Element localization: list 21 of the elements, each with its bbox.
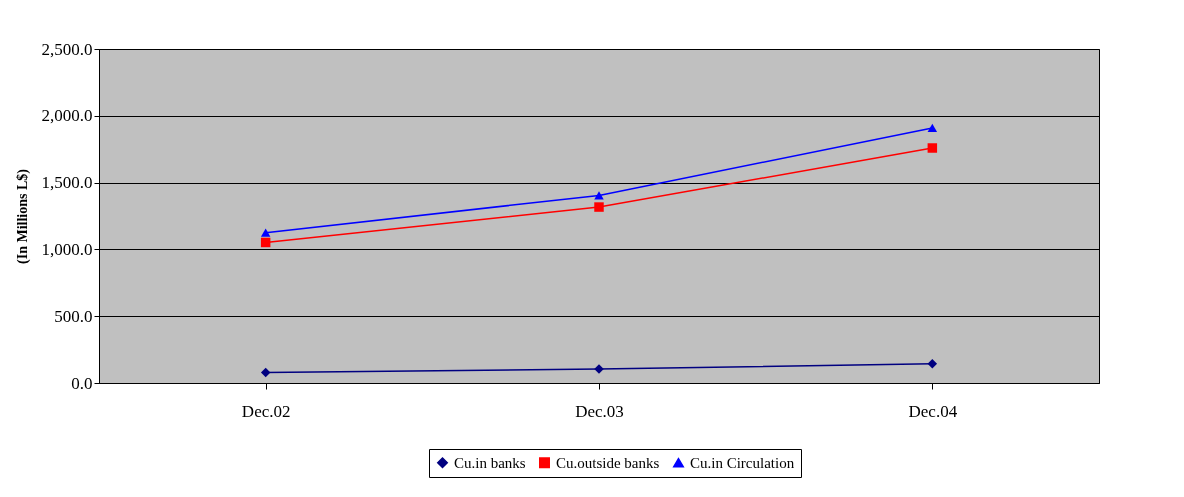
y-tick-label: 500.0: [54, 306, 93, 326]
point: [260, 367, 271, 378]
y-tick-label: 1,500.0: [41, 173, 93, 193]
legend-label: Cu.in banks: [454, 454, 526, 471]
y-tick-label: 2,000.0: [41, 106, 93, 126]
y-axis-title: (In Millions L$): [14, 168, 31, 264]
x-tick-label: Dec.03: [575, 401, 624, 421]
point: [927, 359, 938, 369]
y-tick-label: 2,500.0: [41, 39, 93, 59]
x-tick-label: Dec.02: [241, 401, 291, 421]
point: [260, 228, 271, 237]
y-tick-label: 0.0: [71, 373, 93, 393]
point: [594, 202, 604, 212]
y-tick-label: 1,000.0: [41, 239, 93, 259]
legend-label: Cu.in Circulation: [690, 454, 795, 471]
legend-label: Cu.outside banks: [556, 454, 660, 471]
point: [594, 191, 604, 200]
point: [927, 143, 938, 153]
point: [260, 237, 271, 248]
point: [927, 123, 938, 133]
x-tick-label: Dec.04: [908, 401, 958, 421]
